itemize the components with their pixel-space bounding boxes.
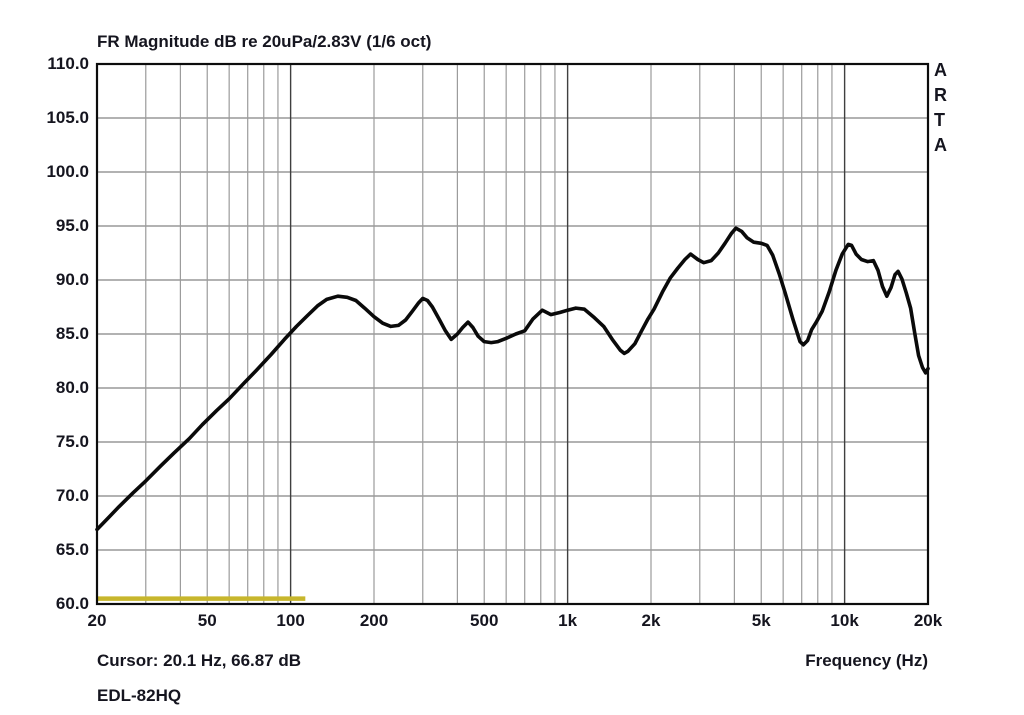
arta-logo-letter: R <box>934 85 947 105</box>
arta-logo-letter: A <box>934 135 947 155</box>
y-tick-label: 90.0 <box>55 270 89 289</box>
y-tick-label: 105.0 <box>46 108 89 127</box>
y-tick-label: 75.0 <box>55 432 89 451</box>
y-tick-label: 110.0 <box>47 54 89 73</box>
y-tick-label: 70.0 <box>55 486 89 505</box>
x-tick-label: 20 <box>87 611 107 630</box>
fr-curve[interactable] <box>95 226 930 532</box>
plot-border <box>95 62 930 606</box>
series-name-label: EDL-82HQ <box>97 686 182 705</box>
arta-logo-letter: T <box>934 110 945 130</box>
y-tick-label: 100.0 <box>46 162 89 181</box>
frequency-axis-label: Frequency (Hz) <box>805 651 928 670</box>
x-tick-label: 10k <box>830 611 859 630</box>
x-tick-label: 20k <box>913 611 943 630</box>
arta-logo: A R T A <box>934 58 947 158</box>
cursor-readout: Cursor: 20.1 Hz, 66.87 dB <box>97 651 302 670</box>
x-tick-label: 1k <box>558 611 578 630</box>
x-tick-label: 100 <box>276 611 305 630</box>
x-tick-label: 500 <box>470 611 499 630</box>
y-tick-label: 80.0 <box>55 378 89 397</box>
x-tick-label: 200 <box>359 611 389 630</box>
y-tick-label: 60.0 <box>55 594 89 613</box>
y-tick-label: 65.0 <box>55 540 89 559</box>
y-tick-label: 85.0 <box>55 324 89 343</box>
y-tick-label: 95.0 <box>55 216 89 235</box>
x-tick-label: 5k <box>751 611 771 630</box>
chart-title: FR Magnitude dB re 20uPa/2.83V (1/6 oct) <box>97 32 432 51</box>
arta-logo-letter: A <box>934 60 947 80</box>
x-tick-label: 2k <box>641 611 661 630</box>
x-tick-label: 50 <box>197 611 217 630</box>
